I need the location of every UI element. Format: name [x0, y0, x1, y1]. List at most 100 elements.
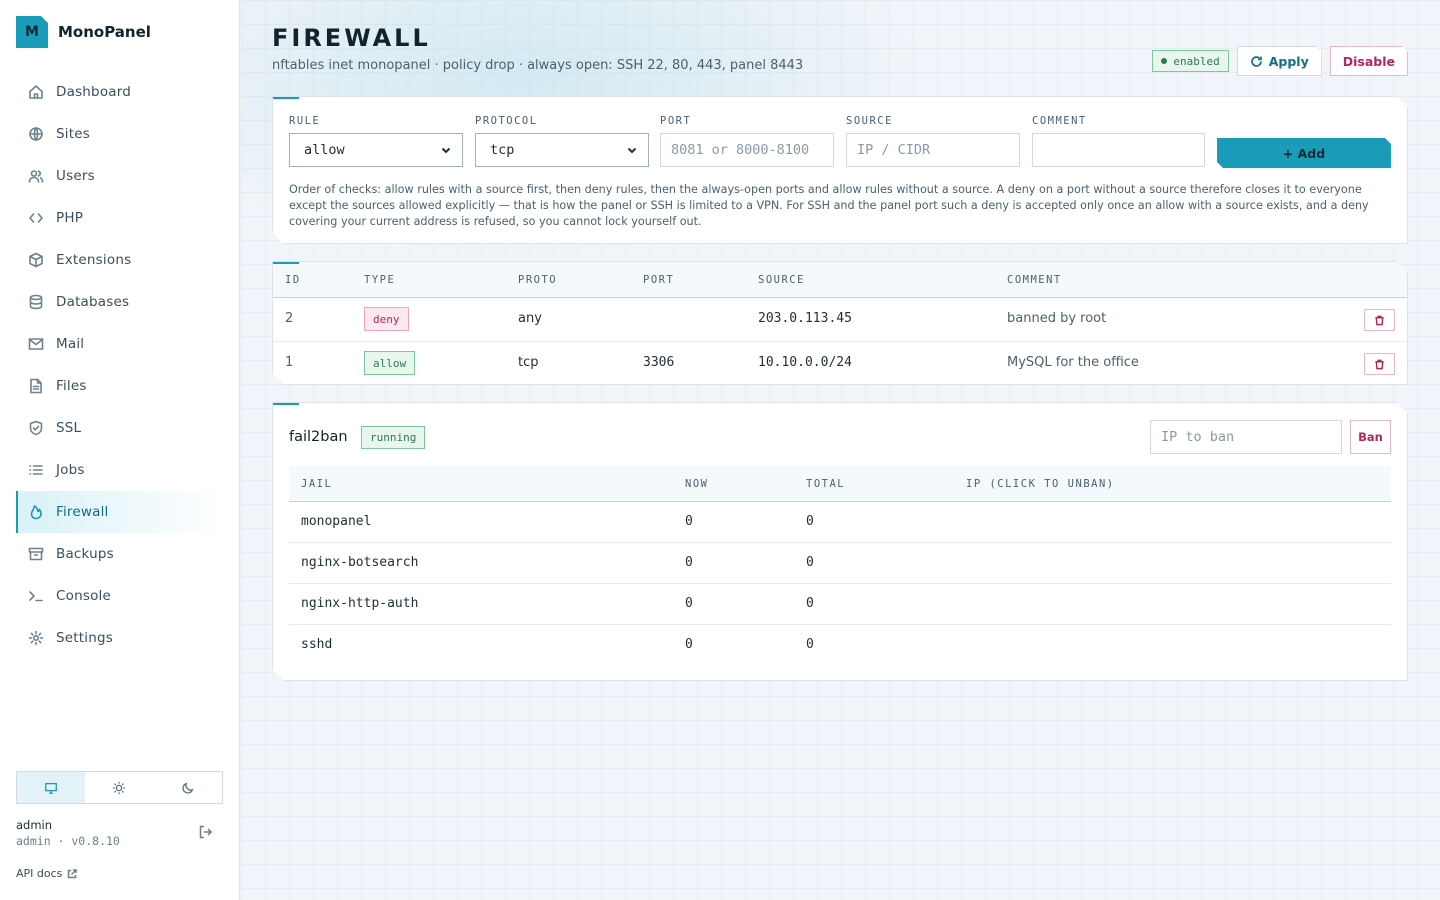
theme-system-button[interactable] — [17, 772, 86, 803]
table-row: nginx-botsearch 0 0 — [289, 543, 1391, 584]
comment-input[interactable] — [1032, 133, 1205, 167]
globe-icon — [29, 127, 43, 141]
rule-select[interactable]: allow — [289, 133, 463, 167]
gear-icon — [28, 630, 44, 646]
fail2ban-card: fail2ban running IP to ban Ban JAIL NOW … — [272, 402, 1408, 681]
disable-button[interactable]: Disable — [1330, 46, 1408, 76]
sidebar-item-label: Firewall — [56, 504, 109, 520]
sidebar-item-sites[interactable]: Sites — [16, 113, 223, 155]
card-accent — [273, 262, 299, 264]
source-label: SOURCE — [846, 115, 893, 127]
user-block: admin admin · v0.8.10 — [16, 818, 120, 848]
sidebar-item-label: Mail — [56, 336, 85, 352]
port-input[interactable]: 8081 or 8000-8100 — [660, 133, 834, 167]
rule-source: 10.10.0.0/24 — [758, 355, 852, 370]
rule-label: RULE — [289, 115, 321, 127]
card-accent — [273, 403, 299, 405]
sidebar-item-mail[interactable]: Mail — [16, 323, 223, 365]
sidebar-item-extensions[interactable]: Extensions — [16, 239, 223, 281]
port-field: PORT 8081 or 8000-8100 — [660, 115, 834, 167]
ban-label: Ban — [1358, 430, 1383, 444]
jail-total: 0 — [806, 637, 814, 652]
apply-label: Apply — [1268, 53, 1309, 69]
sidebar-item-dashboard[interactable]: Dashboard — [16, 71, 223, 113]
card-accent — [273, 97, 299, 99]
header-actions: enabled Apply Disable — [1152, 46, 1408, 76]
main-content: FIREWALL nftables inet monopanel · polic… — [241, 0, 1440, 900]
apply-button[interactable]: Apply — [1237, 46, 1322, 76]
sidebar-item-backups[interactable]: Backups — [16, 533, 223, 575]
sidebar-item-label: Dashboard — [56, 84, 132, 100]
delete-rule-button[interactable] — [1364, 353, 1395, 375]
jail-now: 0 — [685, 596, 693, 611]
rule-field: RULE allow — [289, 115, 463, 167]
home-icon — [29, 85, 43, 99]
sidebar-item-ssl[interactable]: SSL — [16, 407, 223, 449]
flame-icon — [30, 505, 42, 520]
monitor-icon — [45, 782, 58, 794]
column-header-port: PORT — [643, 274, 675, 286]
sidebar-nav: Dashboard Sites Users PHP Extensions Dat… — [16, 71, 223, 659]
theme-switch — [16, 771, 223, 804]
mail-icon — [28, 338, 44, 350]
rule-proto: tcp — [518, 355, 539, 370]
table-row: nginx-http-auth 0 0 — [289, 584, 1391, 625]
rule-comment: MySQL for the office — [1007, 355, 1139, 370]
source-input[interactable]: IP / CIDR — [846, 133, 1020, 167]
sidebar-item-label: Jobs — [56, 462, 85, 478]
moon-icon — [182, 782, 194, 794]
jail-total: 0 — [806, 514, 814, 529]
rule-select-value: allow — [304, 142, 345, 158]
sidebar-item-php[interactable]: PHP — [16, 197, 223, 239]
sidebar-item-files[interactable]: Files — [16, 365, 223, 407]
rule-type-badge: allow — [364, 351, 415, 375]
logout-button[interactable] — [198, 824, 216, 842]
logout-icon — [199, 825, 213, 839]
protocol-field: PROTOCOL tcp — [475, 115, 649, 167]
shield-icon — [29, 420, 43, 436]
column-header-source: SOURCE — [758, 274, 805, 286]
rule-id: 1 — [285, 355, 294, 370]
rule-id: 2 — [285, 311, 294, 326]
sidebar-item-label: Console — [56, 588, 111, 604]
sidebar-item-jobs[interactable]: Jobs — [16, 449, 223, 491]
database-icon — [29, 294, 43, 310]
file-icon — [30, 378, 42, 394]
sidebar-item-label: Backups — [56, 546, 114, 562]
ban-ip-input[interactable]: IP to ban — [1150, 420, 1342, 454]
disable-label: Disable — [1342, 53, 1395, 69]
sidebar-item-users[interactable]: Users — [16, 155, 223, 197]
sun-icon — [113, 781, 126, 794]
sidebar-item-label: Extensions — [56, 252, 132, 268]
jail-name: nginx-botsearch — [301, 555, 419, 570]
package-icon — [29, 252, 43, 268]
status-badge: enabled — [1152, 50, 1229, 72]
protocol-select[interactable]: tcp — [475, 133, 649, 167]
brand[interactable]: M MonoPanel — [16, 16, 151, 48]
ban-button[interactable]: Ban — [1350, 420, 1391, 454]
users-icon — [28, 170, 44, 183]
protocol-select-value: tcp — [490, 142, 515, 158]
column-header-comment: COMMENT — [1007, 274, 1062, 286]
sidebar-item-settings[interactable]: Settings — [16, 617, 223, 659]
external-link-icon — [68, 868, 78, 878]
sidebar-item-databases[interactable]: Databases — [16, 281, 223, 323]
sidebar-item-label: SSL — [56, 420, 82, 436]
column-header-proto: PROTO — [518, 274, 558, 286]
port-placeholder: 8081 or 8000-8100 — [671, 142, 810, 158]
fail2ban-title: fail2ban — [289, 429, 348, 445]
sidebar-item-label: PHP — [56, 210, 84, 226]
fail2ban-status-badge: running — [361, 426, 425, 449]
theme-light-button[interactable] — [85, 772, 153, 803]
sidebar-item-console[interactable]: Console — [16, 575, 223, 617]
table-row: monopanel 0 0 — [289, 502, 1391, 543]
rules-table: ID TYPE PROTO PORT SOURCE COMMENT 2 deny… — [272, 261, 1408, 385]
delete-rule-button[interactable] — [1364, 309, 1395, 331]
theme-dark-button[interactable] — [154, 772, 222, 803]
ban-ip-placeholder: IP to ban — [1161, 429, 1235, 445]
sidebar-item-firewall[interactable]: Firewall — [16, 491, 223, 533]
add-rule-button[interactable]: + Add — [1217, 138, 1391, 168]
api-docs-link[interactable]: API docs — [16, 867, 78, 880]
source-placeholder: IP / CIDR — [857, 142, 931, 158]
jail-name: nginx-http-auth — [301, 596, 419, 611]
